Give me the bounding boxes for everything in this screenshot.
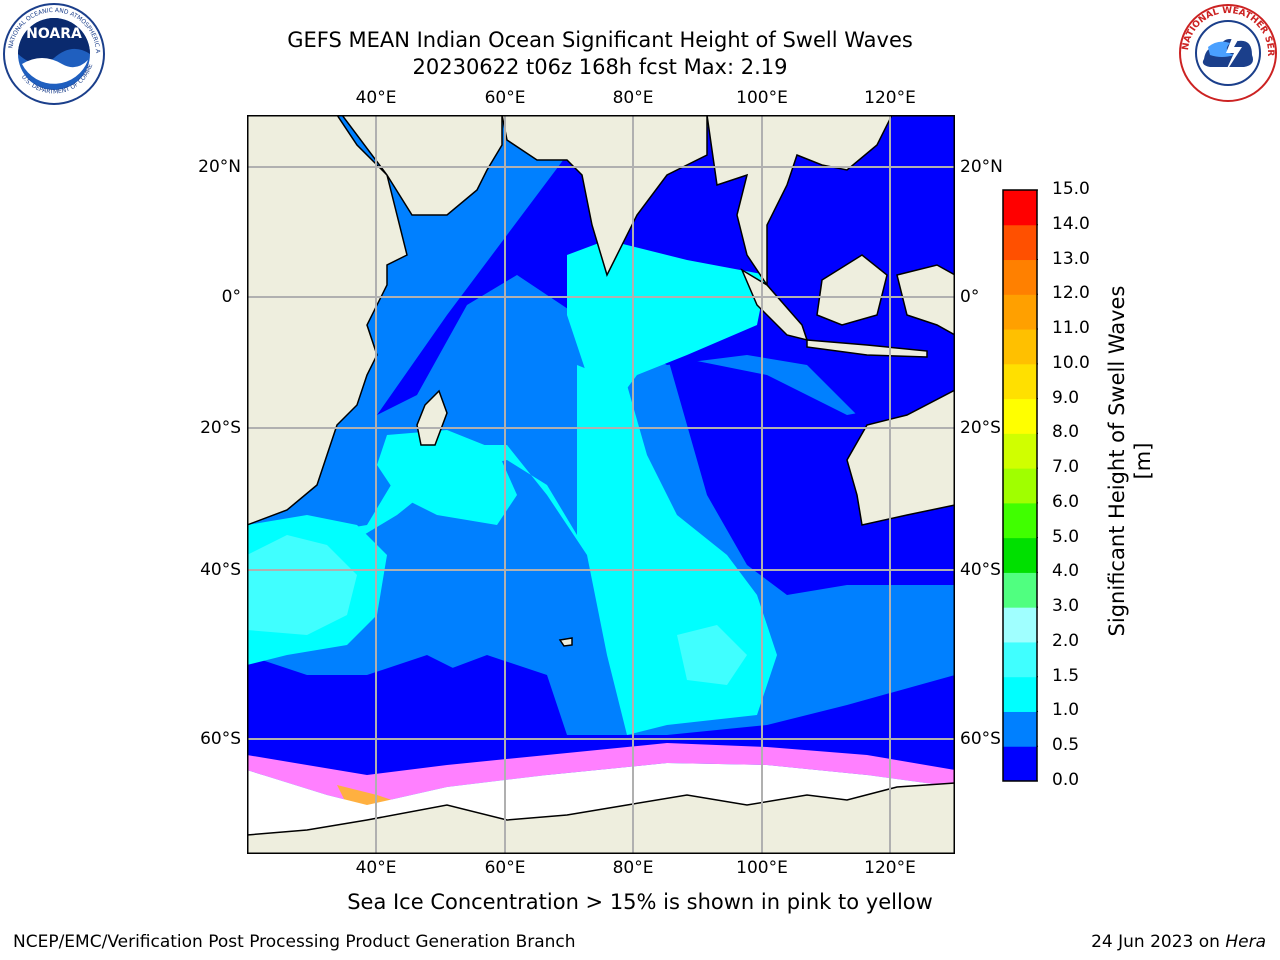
lat-label-left-60S: 60°S <box>200 729 241 749</box>
colorbar-segment <box>1003 468 1037 504</box>
lat-label-right-20S: 20°S <box>960 418 1001 438</box>
africa-land <box>247 115 408 526</box>
svg-text:NOARA: NOARA <box>26 26 82 42</box>
mid-swell-central <box>247 365 777 735</box>
mid-swell-west <box>377 430 517 525</box>
colorbar-segment <box>1003 433 1037 469</box>
lon-label-top-100E: 100°E <box>736 88 788 108</box>
colorbar-tick-label: 14.0 <box>1052 213 1090 234</box>
colorbar-segment <box>1003 294 1037 330</box>
colorbar-segment <box>1003 572 1037 608</box>
date-text: 24 Jun 2023 on <box>1091 932 1220 952</box>
colorbar-segment <box>1003 190 1037 226</box>
lon-label-bottom-40E: 40°E <box>355 858 397 878</box>
colorbar-tick-label: 10.0 <box>1052 352 1090 373</box>
noaa-logo: NOARA NATIONAL OCEANIC AND ATMOSPHERIC A… <box>2 2 105 105</box>
lat-label-left-0: 0° <box>221 287 241 307</box>
sea-ice-band <box>247 743 955 805</box>
credit-text: NCEP/EMC/Verification Post Processing Pr… <box>13 932 576 952</box>
colorbar-tick-label: 0.5 <box>1052 735 1080 756</box>
map-frame <box>247 115 955 854</box>
date-stamp: 24 Jun 2023 on Hera <box>1091 932 1266 952</box>
colorbar-tick-label: 11.0 <box>1052 318 1090 339</box>
swell-height-map <box>247 115 955 854</box>
indonesia-east-land <box>896 264 955 336</box>
lat-label-right-0: 0° <box>960 287 980 307</box>
colorbar-tick-label: 9.0 <box>1052 387 1080 408</box>
southeast-asia-land <box>706 115 893 288</box>
colorbar-frame <box>1002 189 1038 782</box>
colorbar-tick-label: 5.0 <box>1052 526 1080 547</box>
lon-label-top-120E: 120°E <box>864 88 916 108</box>
colorbar <box>1002 189 1038 782</box>
lon-label-bottom-60E: 60°E <box>484 858 526 878</box>
lat-label-left-20N: 20°N <box>198 157 241 177</box>
australia-land <box>846 389 955 526</box>
colorbar-segment <box>1003 398 1037 434</box>
colorbar-tick-label: 12.0 <box>1052 283 1090 304</box>
lon-label-bottom-80E: 80°E <box>612 858 654 878</box>
colorbar-segment <box>1003 363 1037 400</box>
lon-label-top-60E: 60°E <box>484 88 526 108</box>
lat-label-right-40S: 40°S <box>960 560 1001 580</box>
lon-label-top-40E: 40°E <box>355 88 397 108</box>
colorbar-segment <box>1003 746 1037 782</box>
nws-logo: NATIONAL WEATHER SERVICE <box>1178 3 1277 102</box>
colorbar-segment <box>1003 329 1037 365</box>
colorbar-segment <box>1003 537 1037 573</box>
graticule <box>247 115 955 854</box>
kerguelen-island <box>558 637 573 647</box>
lon-label-top-80E: 80°E <box>612 88 654 108</box>
colorbar-tick-label: 8.0 <box>1052 422 1080 443</box>
colorbar-segment <box>1003 676 1037 712</box>
colorbar-segment <box>1003 224 1037 261</box>
lat-label-left-40S: 40°S <box>200 560 241 580</box>
high-swell-center <box>677 625 747 685</box>
mid-swell-equatorial <box>567 240 767 415</box>
lat-label-left-20S: 20°S <box>200 418 241 438</box>
arabia-land <box>341 115 503 216</box>
colorbar-tick-label: 15.0 <box>1052 179 1090 199</box>
sea-ice-footnote: Sea Ice Concentration > 15% is shown in … <box>347 890 933 914</box>
madagascar-land <box>416 389 448 446</box>
colorbar-tick-label: 1.0 <box>1052 700 1080 721</box>
lat-label-right-60S: 60°S <box>960 729 1001 749</box>
lon-label-bottom-100E: 100°E <box>736 858 788 878</box>
colorbar-tick-label: 3.0 <box>1052 596 1080 617</box>
india-land <box>501 115 708 278</box>
chart-subtitle: 20230622 t06z 168h fcst Max: 2.19 <box>412 55 788 79</box>
colorbar-tick-label: 4.0 <box>1052 561 1080 582</box>
machine-name: Hera <box>1225 932 1266 952</box>
colorbar-tick-label: 13.0 <box>1052 248 1090 269</box>
lat-label-right-20N: 20°N <box>960 157 1003 177</box>
colorbar-segment <box>1003 607 1037 643</box>
colorbar-tick-label: 6.0 <box>1052 491 1080 512</box>
colorbar-segment <box>1003 259 1037 295</box>
colorbar-segment <box>1003 641 1037 678</box>
borneo-land <box>816 254 888 326</box>
colorbar-title: Significant Height of Swell Waves [m] <box>1105 285 1155 637</box>
java-land <box>806 339 928 358</box>
colorbar-tick-label: 2.0 <box>1052 630 1080 651</box>
chart-title: GEFS MEAN Indian Ocean Significant Heigh… <box>287 28 913 52</box>
colorbar-tick-label: 0.0 <box>1052 770 1080 790</box>
high-swell-core <box>247 535 357 635</box>
antarctica-land <box>247 782 955 854</box>
lon-label-bottom-120E: 120°E <box>864 858 916 878</box>
colorbar-tick-label: 7.0 <box>1052 457 1080 478</box>
low-swell-east <box>667 355 955 595</box>
colorbar-segment <box>1003 711 1037 747</box>
colorbar-tick-label: 1.5 <box>1052 665 1080 686</box>
colorbar-segment <box>1003 502 1037 539</box>
